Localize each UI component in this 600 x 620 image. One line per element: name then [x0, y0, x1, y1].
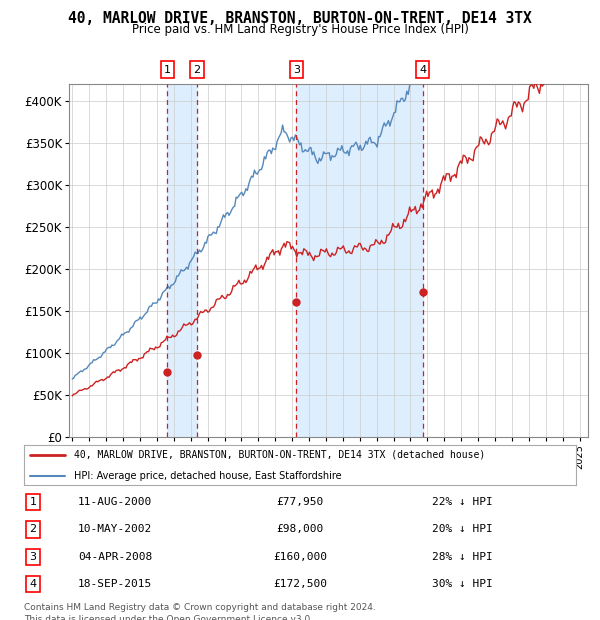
Text: 1: 1: [29, 497, 37, 507]
Text: 1: 1: [164, 64, 171, 74]
Text: £98,000: £98,000: [277, 525, 323, 534]
Text: This data is licensed under the Open Government Licence v3.0.: This data is licensed under the Open Gov…: [24, 615, 313, 620]
Text: £77,950: £77,950: [277, 497, 323, 507]
Text: 40, MARLOW DRIVE, BRANSTON, BURTON-ON-TRENT, DE14 3TX (detached house): 40, MARLOW DRIVE, BRANSTON, BURTON-ON-TR…: [74, 450, 485, 459]
Text: 22% ↓ HPI: 22% ↓ HPI: [432, 497, 493, 507]
Text: Contains HM Land Registry data © Crown copyright and database right 2024.: Contains HM Land Registry data © Crown c…: [24, 603, 376, 612]
Text: 28% ↓ HPI: 28% ↓ HPI: [432, 552, 493, 562]
Text: HPI: Average price, detached house, East Staffordshire: HPI: Average price, detached house, East…: [74, 471, 341, 481]
Text: 3: 3: [293, 64, 300, 74]
Text: 20% ↓ HPI: 20% ↓ HPI: [432, 525, 493, 534]
Text: 2: 2: [193, 64, 200, 74]
Text: 10-MAY-2002: 10-MAY-2002: [78, 525, 152, 534]
Text: £172,500: £172,500: [273, 579, 327, 589]
Text: 04-APR-2008: 04-APR-2008: [78, 552, 152, 562]
Text: 11-AUG-2000: 11-AUG-2000: [78, 497, 152, 507]
Bar: [296, 84, 422, 437]
Text: 4: 4: [419, 64, 426, 74]
Text: 30% ↓ HPI: 30% ↓ HPI: [432, 579, 493, 589]
Text: 18-SEP-2015: 18-SEP-2015: [78, 579, 152, 589]
Text: 4: 4: [29, 579, 37, 589]
Text: 40, MARLOW DRIVE, BRANSTON, BURTON-ON-TRENT, DE14 3TX: 40, MARLOW DRIVE, BRANSTON, BURTON-ON-TR…: [68, 11, 532, 25]
Text: 2: 2: [29, 525, 37, 534]
Text: Price paid vs. HM Land Registry's House Price Index (HPI): Price paid vs. HM Land Registry's House …: [131, 23, 469, 36]
Text: 3: 3: [29, 552, 37, 562]
Bar: [167, 84, 197, 437]
Text: £160,000: £160,000: [273, 552, 327, 562]
